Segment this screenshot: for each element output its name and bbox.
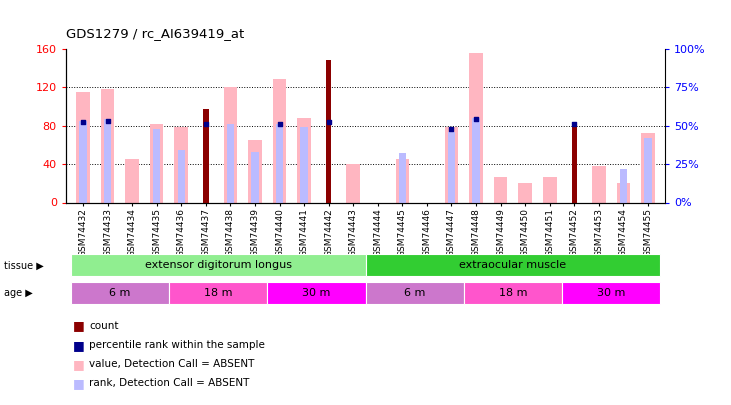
Text: 6 m: 6 m (404, 288, 425, 298)
Text: ■: ■ (73, 358, 85, 371)
Bar (268, 281, 366, 305)
Text: ■: ■ (73, 339, 85, 352)
Text: GDS1279 / rc_AI639419_at: GDS1279 / rc_AI639419_at (66, 28, 244, 40)
Bar (592, 166, 606, 202)
Bar (298, 118, 311, 202)
Bar (562, 281, 660, 305)
Bar (463, 281, 562, 305)
Point (470, 116, 482, 123)
Text: 18 m: 18 m (204, 288, 232, 298)
Point (273, 121, 285, 127)
Bar (617, 183, 630, 202)
Bar (79, 121, 87, 202)
Text: 6 m: 6 m (109, 288, 131, 298)
Text: count: count (89, 321, 118, 331)
Bar (644, 138, 652, 202)
Bar (448, 132, 455, 202)
Bar (326, 60, 331, 202)
Text: value, Detection Call = ABSENT: value, Detection Call = ABSENT (89, 359, 254, 369)
Bar (346, 164, 360, 202)
Point (446, 126, 458, 132)
Bar (251, 152, 259, 202)
Bar (150, 124, 164, 202)
Bar (572, 126, 577, 202)
Bar (169, 281, 268, 305)
Bar (178, 150, 185, 202)
Bar (71, 281, 169, 305)
Bar (641, 133, 655, 202)
Bar (472, 118, 480, 202)
Text: 30 m: 30 m (597, 288, 625, 298)
Bar (543, 177, 556, 202)
Bar (518, 183, 532, 202)
Text: ■: ■ (73, 377, 85, 390)
Text: extraocular muscle: extraocular muscle (459, 260, 567, 270)
Point (323, 119, 335, 126)
Bar (276, 124, 283, 202)
Bar (366, 254, 660, 276)
Bar (101, 89, 114, 202)
Point (569, 121, 580, 127)
Bar (366, 281, 463, 305)
Bar (469, 53, 482, 202)
Bar (620, 168, 627, 202)
Bar (71, 254, 366, 276)
Bar (300, 127, 308, 202)
Bar (76, 92, 90, 202)
Text: 30 m: 30 m (302, 288, 330, 298)
Point (200, 121, 212, 127)
Point (77, 119, 89, 126)
Text: 18 m: 18 m (499, 288, 527, 298)
Bar (398, 153, 406, 202)
Bar (153, 129, 160, 202)
Text: extensor digitorum longus: extensor digitorum longus (145, 260, 292, 270)
Bar (224, 87, 237, 202)
Point (102, 118, 113, 124)
Text: percentile rank within the sample: percentile rank within the sample (89, 340, 265, 350)
Bar (125, 159, 139, 202)
Text: age ▶: age ▶ (4, 288, 32, 298)
Bar (175, 128, 188, 202)
Bar (203, 109, 208, 202)
Text: rank, Detection Call = ABSENT: rank, Detection Call = ABSENT (89, 378, 249, 388)
Bar (104, 119, 111, 202)
Text: tissue ▶: tissue ▶ (4, 260, 43, 270)
Bar (395, 159, 409, 202)
Bar (227, 124, 234, 202)
Text: ■: ■ (73, 320, 85, 333)
Bar (444, 128, 458, 202)
Bar (273, 79, 287, 202)
Bar (249, 140, 262, 202)
Bar (494, 177, 507, 202)
